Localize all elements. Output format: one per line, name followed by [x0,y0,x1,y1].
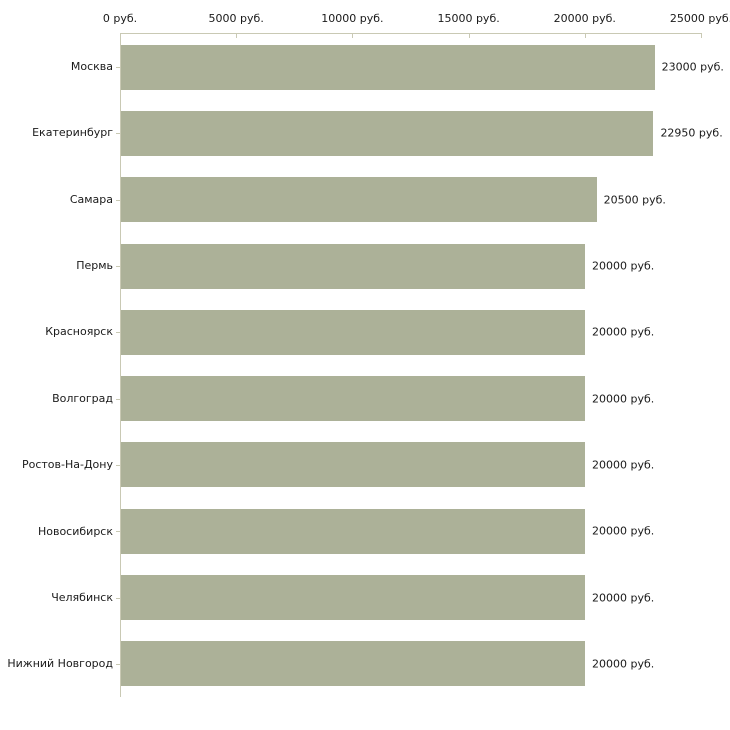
y-tick-mark [116,67,120,69]
plot-area: 23000 руб. 22950 руб. 20500 руб. 20000 руб.… [116,33,724,697]
bar-value-label: 20000 руб. [592,591,655,605]
bar-row: 20000 руб. [116,233,701,299]
y-tick-mark [116,266,120,268]
bar [121,376,585,422]
x-tick-label: 0 руб. [102,12,138,25]
y-tick-mark [116,199,120,201]
bar-row: 20000 руб. [116,564,701,630]
bar-value-label: 20000 руб. [592,325,655,339]
x-tick-label: 25000 руб. [669,12,730,25]
x-tick-label: 5000 руб. [208,12,264,25]
bar-row: 22950 руб. [116,100,723,166]
bar-value-label: 23000 руб. [661,60,724,74]
y-axis-label: Волгоград [52,391,113,405]
bar [121,508,585,554]
y-axis-label: Пермь [76,258,113,272]
y-tick-mark [116,663,120,665]
bar-value-label: 20500 руб. [603,193,666,207]
bar-value-label: 22950 руб. [660,126,723,140]
y-tick-mark [116,133,120,135]
y-tick-mark [116,398,120,400]
x-tick-mark [701,33,702,38]
x-tick-mark [352,33,354,38]
y-axis-label: Челябинск [51,590,113,604]
y-axis-label: Екатеринбург [32,126,113,140]
y-axis-label: Самара [69,192,113,206]
x-tick-mark [236,33,238,38]
bar-row: 20000 руб. [116,432,701,498]
y-tick-mark [116,332,120,334]
bar-value-label: 20000 руб. [592,458,655,472]
y-axis-label: Ростов-На-Дону [21,458,113,472]
bar-value-label: 20000 руб. [592,392,655,406]
bar-value-label: 20000 руб. [592,259,655,273]
y-axis-label: Красноярск [45,325,113,339]
bar-row: 20000 руб. [116,299,701,365]
x-tick-label: 20000 руб. [553,12,616,25]
x-tick-mark [584,33,586,38]
bar [121,44,655,90]
bar-row: 20000 руб. [116,631,701,697]
bar [121,243,585,289]
bar [121,641,585,687]
y-axis-label: Нижний Новгород [7,657,113,671]
y-tick-mark [116,531,120,533]
y-tick-mark [116,464,120,466]
bar-row: 20500 руб. [116,167,701,233]
bar [121,110,654,156]
y-axis-label: Москва [70,59,113,73]
bar [121,575,585,621]
bar-rows: 23000 руб. 22950 руб. 20500 руб. 20000 руб.… [116,34,724,697]
bar-row: 20000 руб. [116,365,701,431]
bar [121,177,597,223]
y-axis-labels: Москва Екатеринбург Самара Пермь Красноярск В… [0,33,113,697]
bar [121,442,585,488]
y-tick-mark [116,597,120,599]
bar-value-label: 20000 руб. [592,657,655,671]
bar-value-label: 20000 руб. [592,524,655,538]
bar-row: 20000 руб. [116,498,701,564]
bar [121,309,585,355]
y-axis-label: Новосибирск [37,524,113,538]
x-tick-label: 15000 руб. [437,12,500,25]
x-tick-mark [468,33,470,38]
x-tick-label: 10000 руб. [321,12,384,25]
bar-row: 23000 руб. [116,34,724,100]
